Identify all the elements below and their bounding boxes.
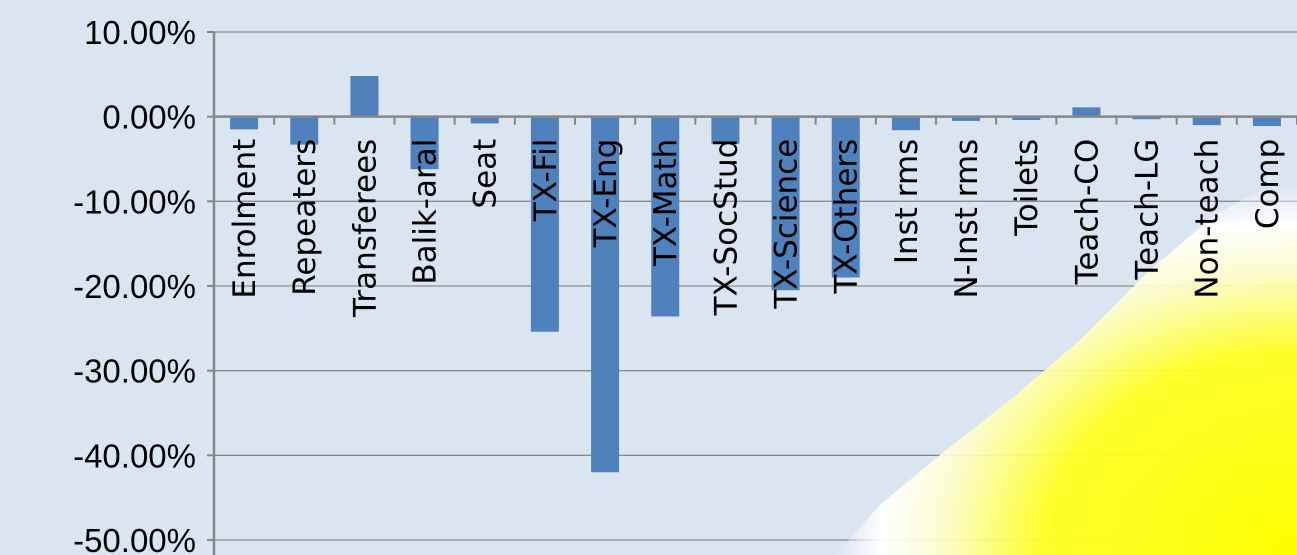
y-tick-label: -20.00% bbox=[73, 268, 196, 305]
x-category-label: Teach-CO bbox=[1069, 139, 1105, 286]
x-category-label: TX-Others bbox=[829, 139, 865, 295]
labels: 10.00% 0.00% -10.00% -20.00% -30.00% -40.00% -… bbox=[73, 14, 1286, 555]
bar bbox=[711, 116, 740, 144]
bar bbox=[530, 116, 559, 332]
x-category-label: Repeaters bbox=[287, 139, 323, 296]
bar bbox=[1252, 116, 1281, 126]
bar bbox=[410, 116, 439, 170]
y-tick-label: -30.00% bbox=[73, 353, 196, 390]
y-tick-label: -40.00% bbox=[73, 437, 196, 474]
bar bbox=[1132, 116, 1161, 120]
axes bbox=[207, 31, 1297, 555]
bar bbox=[1192, 116, 1221, 126]
bars bbox=[230, 76, 1281, 473]
bar bbox=[952, 116, 981, 121]
x-category-label: Toilets bbox=[1009, 139, 1045, 237]
x-category-label: TX-SocStud bbox=[708, 139, 744, 317]
bar bbox=[1072, 107, 1101, 117]
x-category-label: TX-Math bbox=[648, 139, 684, 267]
y-tick-label: -50.00% bbox=[73, 522, 196, 555]
x-category-label: TX-Science bbox=[769, 139, 805, 310]
x-category-label: Enrolment bbox=[227, 139, 263, 299]
x-category-label: Transferees bbox=[347, 139, 383, 318]
y-tick-label: -10.00% bbox=[73, 183, 196, 220]
bar bbox=[651, 116, 680, 317]
glow-shape bbox=[835, 185, 1297, 555]
x-category-label: N-Inst rms bbox=[949, 139, 985, 299]
bar bbox=[1012, 116, 1041, 121]
x-category-label: TX-Eng bbox=[588, 139, 624, 249]
x-category-label: Teach-LG bbox=[1130, 139, 1166, 281]
x-category-label: Comp bbox=[1250, 139, 1286, 230]
x-category-label: Balik-aral bbox=[408, 139, 444, 285]
y-tick-label: 10.00% bbox=[84, 14, 196, 51]
x-category-label: TX-Fil bbox=[528, 139, 564, 223]
gridlines bbox=[214, 31, 1297, 541]
y-tick-label: 0.00% bbox=[102, 99, 196, 136]
bar bbox=[290, 116, 319, 145]
bar bbox=[831, 116, 860, 278]
x-category-label: Seat bbox=[468, 139, 504, 209]
bar bbox=[350, 76, 379, 117]
bar bbox=[470, 116, 499, 124]
bar bbox=[230, 116, 259, 130]
bar bbox=[591, 116, 620, 473]
bar bbox=[891, 116, 920, 131]
x-category-label: Inst rms bbox=[889, 139, 925, 265]
bar bbox=[771, 116, 800, 291]
yellow-glow-overlay bbox=[835, 185, 1297, 555]
x-category-label: Non-teach bbox=[1190, 139, 1226, 299]
